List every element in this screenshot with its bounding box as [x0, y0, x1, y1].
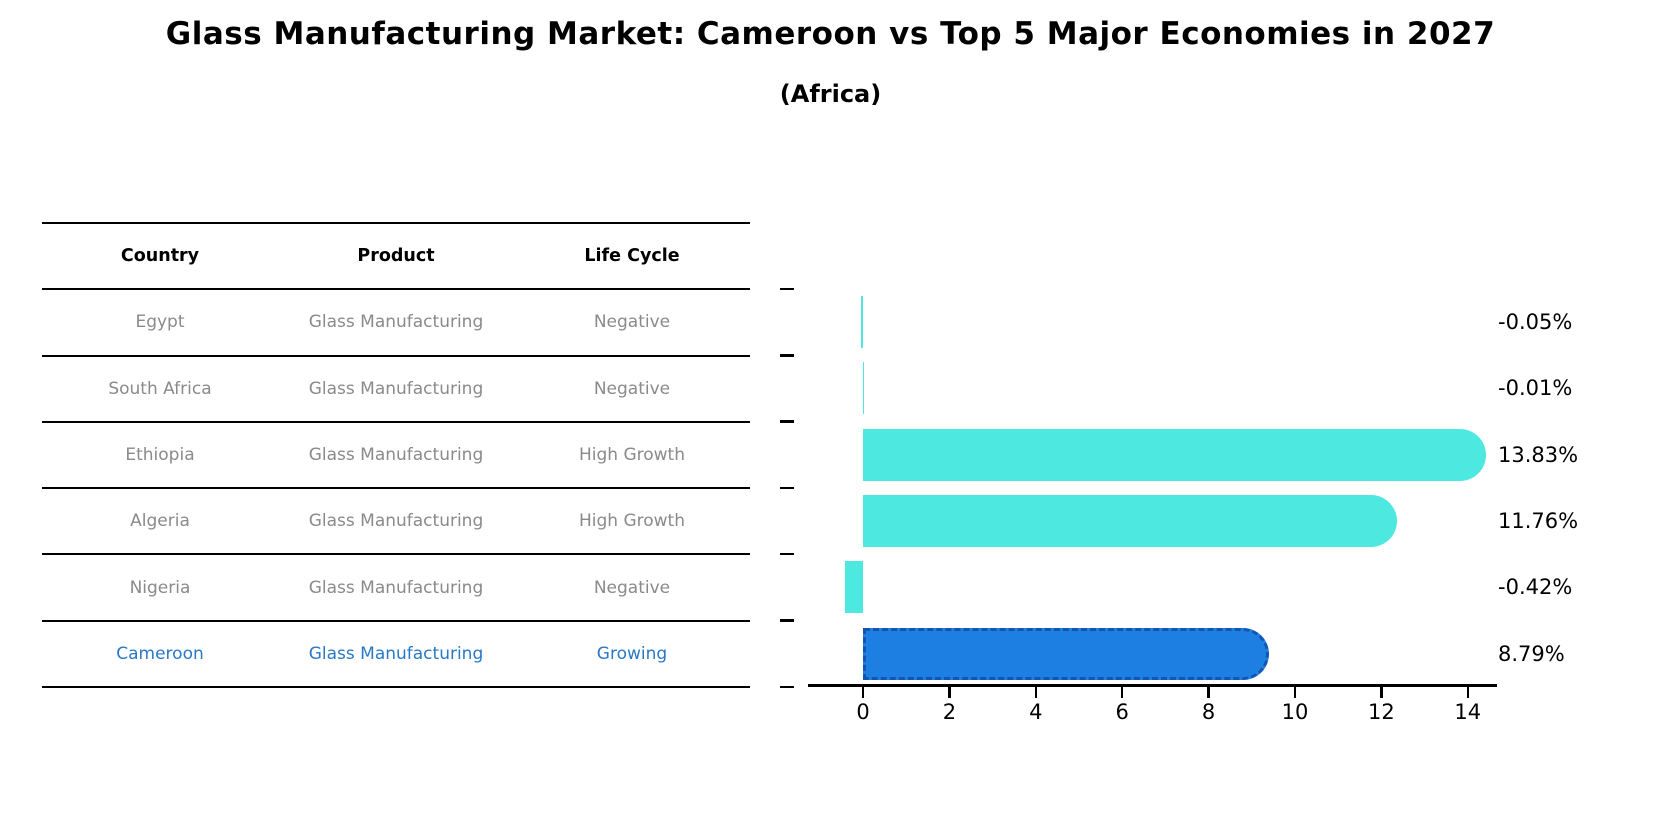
cell-country: Nigeria: [129, 577, 191, 598]
chart-subtitle: (Africa): [779, 80, 882, 108]
value-label-algeria: 11.76%: [1498, 508, 1579, 533]
bar-ethiopia: [863, 428, 1487, 481]
x-tick-label-8: 8: [1201, 700, 1216, 724]
x-tick-mark-6: [1120, 686, 1124, 698]
x-tick-label-10: 10: [1281, 700, 1309, 724]
table-header-row: Country Product Life Cycle: [42, 224, 750, 291]
y-tick-mark-4: [780, 552, 794, 556]
cell-country: Cameroon: [116, 643, 204, 664]
x-axis-line: [808, 684, 1497, 687]
x-tick-mark-14: [1466, 686, 1470, 698]
summary-table: Country Product Life Cycle Egypt Glass Ma…: [42, 222, 750, 689]
x-tick-mark-8: [1207, 686, 1210, 698]
column-header-lifecycle: Life Cycle: [584, 246, 680, 267]
cell-product: Glass Manufacturing: [308, 643, 484, 664]
cell-product: Glass Manufacturing: [308, 312, 484, 333]
x-tick-label-0: 0: [856, 700, 870, 724]
value-label-south-africa: -0.01%: [1498, 376, 1573, 401]
cell-life-cycle: Negative: [593, 378, 671, 399]
x-tick-label-2: 2: [942, 700, 957, 724]
table-body: Egypt Glass Manufacturing Negative South Af…: [42, 290, 750, 689]
x-tick-label-14: 14: [1454, 700, 1482, 724]
y-tick-mark-3: [780, 486, 794, 490]
cell-life-cycle: Growing: [596, 643, 668, 664]
cell-life-cycle: Negative: [593, 312, 671, 333]
x-tick-mark-0: [861, 686, 865, 698]
cell-country: Ethiopia: [125, 445, 195, 466]
value-label-cameroon: 8.79%: [1498, 641, 1565, 666]
bar-algeria: [863, 495, 1398, 548]
x-tick-mark-2: [948, 686, 951, 698]
x-tick-mark-12: [1380, 686, 1383, 698]
value-label-nigeria: -0.42%: [1498, 575, 1573, 600]
x-tick-label-12: 12: [1368, 700, 1395, 724]
table-row-algeria: Algeria Glass Manufacturing High Growth: [42, 489, 750, 556]
y-tick-mark-1: [780, 354, 794, 357]
table-row-south-africa: South Africa Glass Manufacturing Negative: [42, 357, 750, 423]
bar-nigeria: [844, 561, 863, 614]
y-tick-mark-6: [780, 685, 794, 689]
cell-product: Glass Manufacturing: [308, 378, 484, 399]
value-label-ethiopia: 13.83%: [1498, 442, 1579, 467]
bar-cameroon: [863, 627, 1269, 680]
column-header-country: Country: [120, 246, 200, 267]
cell-country: Algeria: [130, 511, 190, 532]
cell-product: Glass Manufacturing: [308, 577, 484, 598]
value-label-egypt: -0.05%: [1498, 310, 1573, 334]
chart-title: Glass Manufacturing Market: Cameroon vs …: [165, 16, 1496, 52]
y-tick-mark-0: [780, 287, 794, 291]
cell-product: Glass Manufacturing: [308, 445, 484, 466]
x-tick-label-4: 4: [1029, 700, 1043, 724]
cell-country: Egypt: [135, 312, 185, 333]
table-row-ethiopia: Ethiopia Glass Manufacturing High Growth: [42, 423, 750, 490]
bar-egypt: [860, 296, 863, 349]
table-row-cameroon: Cameroon Glass Manufacturing Growing: [42, 622, 750, 689]
cell-life-cycle: High Growth: [578, 511, 685, 532]
cell-country: South Africa: [108, 378, 212, 399]
cell-life-cycle: High Growth: [578, 445, 685, 466]
cell-product: Glass Manufacturing: [308, 511, 484, 532]
y-tick-mark-5: [780, 619, 794, 622]
x-tick-mark-4: [1034, 686, 1038, 698]
table-row-nigeria: Nigeria Glass Manufacturing Negative: [42, 555, 750, 622]
cell-life-cycle: Negative: [593, 577, 671, 598]
x-tick-mark-10: [1293, 686, 1297, 698]
column-header-product: Product: [357, 246, 435, 267]
y-tick-mark-2: [780, 420, 794, 423]
x-tick-label-6: 6: [1115, 700, 1129, 724]
table-row-egypt: Egypt Glass Manufacturing Negative: [42, 290, 750, 357]
